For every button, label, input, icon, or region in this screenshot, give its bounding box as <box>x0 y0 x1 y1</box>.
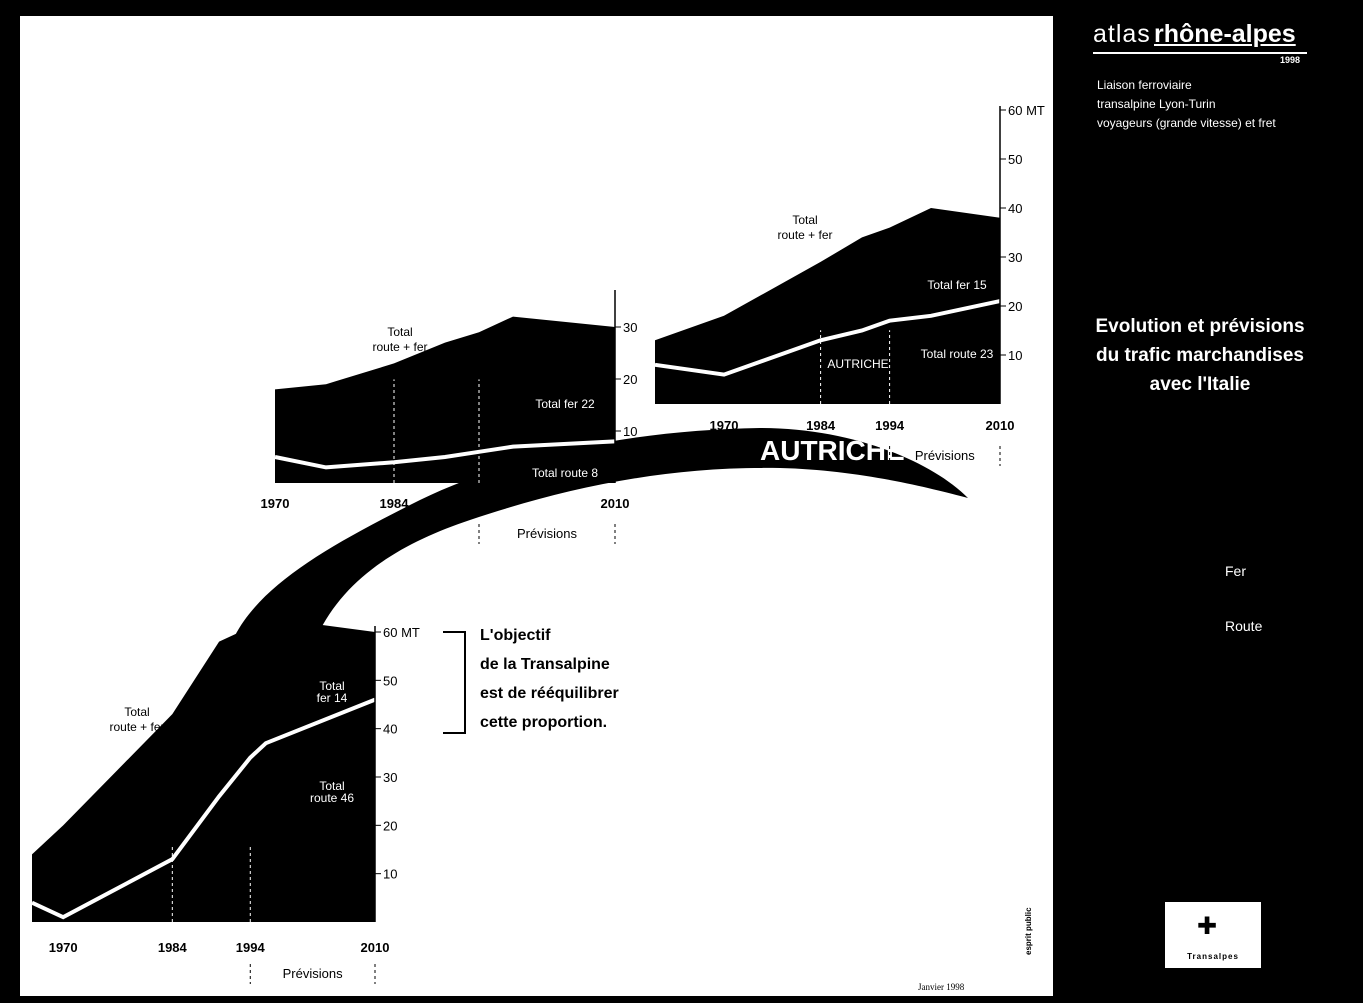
chart-2-ytick-label: 10 <box>1008 348 1022 363</box>
subtitle-line: voyageurs (grande vitesse) et fret <box>1097 116 1276 130</box>
chart-1-fer-label: Total fer 22 <box>535 397 595 411</box>
chart-2-previsions-label: Prévisions <box>915 448 975 463</box>
chart-2-total-area <box>655 208 1000 404</box>
logo-text: Transalpes <box>1187 952 1239 961</box>
subtitle: Liaison ferroviaire transalpine Lyon-Tur… <box>1097 76 1327 133</box>
credit-stamp: esprit public <box>1024 907 1033 955</box>
chart-0-xtick-label: 1984 <box>158 940 188 955</box>
main-title: Evolution et prévisions du trafic marcha… <box>1080 312 1320 399</box>
objective-bracket <box>443 631 466 734</box>
chart-2-ytick-label: 30 <box>1008 250 1022 265</box>
chart-0-previsions-label: Prévisions <box>283 966 343 981</box>
chart-2-ytick-label: 50 <box>1008 152 1022 167</box>
chart-2-xtick-label: 1994 <box>875 418 905 433</box>
chart-0-ytick-label: 30 <box>383 770 397 785</box>
chart-1-xtick-label: 2010 <box>601 496 630 511</box>
chart-1-xtick-label: 1984 <box>380 496 410 511</box>
chart-2-xtick-label: 2010 <box>986 418 1015 433</box>
chart-1-route-label: Total route 8 <box>532 466 598 480</box>
brand-rule <box>1093 52 1307 54</box>
chart-1-total-label: Total route + fer <box>372 325 427 354</box>
chart-0-total-label: Total route + fer <box>109 705 164 734</box>
corridor-label: AUTRICHE <box>760 435 905 466</box>
chart-1-route-line <box>274 439 616 470</box>
chart-2-route-line <box>654 299 1001 377</box>
chart-1-ytick-label: 30 <box>623 320 637 335</box>
subtitle-line: Liaison ferroviaire <box>1097 78 1192 92</box>
legend-fer: Fer <box>1225 563 1246 579</box>
chart-1-ytick-label: 10 <box>623 424 637 439</box>
chart-0-fer-label: Total fer 14 <box>317 679 348 705</box>
chart-0-route-line <box>31 697 376 920</box>
chart-0-xtick-label: 1994 <box>236 940 266 955</box>
chart-0-ytick-label: 20 <box>383 818 397 833</box>
date-label: Janvier 1998 <box>918 982 965 992</box>
subtitle-line: transalpine Lyon-Turin <box>1097 97 1216 111</box>
chart-0-xtick-label: 1970 <box>49 940 78 955</box>
chart-0-total-area <box>32 617 375 922</box>
chart-2-xtick-label: 1970 <box>710 418 739 433</box>
chart-2-route-label: Total route 23 <box>921 347 994 361</box>
chart-0-ytick-label: 40 <box>383 722 397 737</box>
transalpes-logo: ✚ Transalpes <box>1165 902 1261 968</box>
chart-1-ytick-label: 20 <box>623 372 637 387</box>
chart-2-ytick-label: 20 <box>1008 299 1022 314</box>
chart-1-total-area <box>275 316 615 483</box>
main-title-line: Evolution et prévisions <box>1095 316 1305 337</box>
chart-2-country-label: AUTRICHE <box>827 357 888 371</box>
chart-1-xtick-label: 1994 <box>465 496 495 511</box>
objective-line-2: de la Transalpine <box>480 656 610 673</box>
chart-0-ytick-label: 10 <box>383 867 397 882</box>
brand-region: rhône-alpes <box>1154 20 1296 48</box>
objective-line-4: cette proportion. <box>480 714 607 731</box>
chart-0-ytick-label: 60 MT <box>383 625 420 640</box>
main-title-line: du trafic marchandises <box>1095 345 1305 366</box>
credit-label: esprit public <box>1024 907 1033 955</box>
objective-line-3: est de rééquilibrer <box>480 685 619 702</box>
chart-2-xtick-label: 1984 <box>806 418 836 433</box>
legend-route: Route <box>1225 618 1263 634</box>
chart-0-route-label: Total route 46 <box>310 779 354 805</box>
chart-0-xtick-label: 2010 <box>361 940 390 955</box>
main-title-line: avec l'Italie <box>1149 374 1251 395</box>
puzzle-icon: ✚ <box>1197 913 1218 940</box>
chart-2-ytick-label: 60 MT <box>1008 103 1045 118</box>
chart-1-previsions-label: Prévisions <box>517 526 577 541</box>
chart-2-total-label: Total route + fer <box>777 213 832 242</box>
chart-0-ytick-label: 50 <box>383 673 397 688</box>
chart-2-ytick-label: 40 <box>1008 201 1022 216</box>
chart-1-xtick-label: 1970 <box>261 496 290 511</box>
chart-2-fer-label: Total fer 15 <box>927 278 987 292</box>
brand-year: 1998 <box>1280 55 1301 65</box>
brand-atlas: atlas <box>1093 20 1151 48</box>
objective-line-1: L'objectif <box>480 627 551 644</box>
